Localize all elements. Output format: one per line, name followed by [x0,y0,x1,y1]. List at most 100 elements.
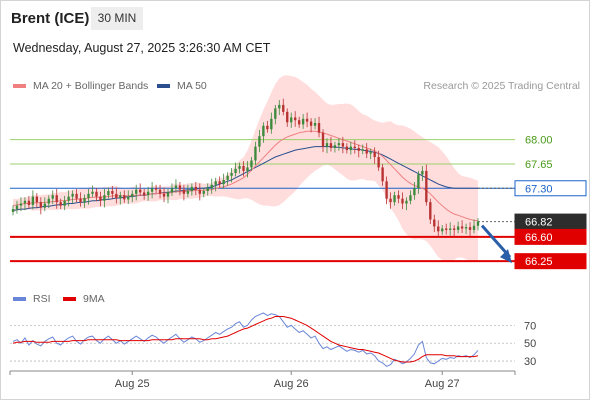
candle-body [186,191,190,194]
x-tick-label: Aug 27 [425,378,460,390]
candle-body [190,186,194,192]
candle-body [202,191,205,194]
candle-body [214,181,217,185]
candle-body [123,195,126,200]
candle-body [401,198,404,204]
candle-body [405,200,408,204]
candle-body [468,227,472,230]
candle-body [226,175,229,180]
instrument-title: Brent (ICE) [11,10,90,27]
candle-body [417,174,420,189]
candle-body [115,193,118,198]
candle-body [23,200,27,204]
candle-body [309,121,313,126]
candle-body [119,195,122,198]
candle-body [158,189,162,194]
candle-body [103,195,106,201]
candle-body [111,191,114,194]
candle-body [321,132,325,147]
candle-body [95,191,98,197]
candle-body [389,198,392,203]
candle-body [413,188,416,196]
candle-body [15,205,19,210]
ma20-line [12,130,479,222]
level-66-82-label: 66.82 [525,217,553,229]
candle-body [293,117,297,121]
ma20-swatch [13,84,26,88]
candle-body [460,226,464,229]
candle-body [357,147,360,151]
candle-body [341,143,345,147]
candle-body [333,145,337,148]
timeframe-button[interactable]: 30 MIN [91,7,143,30]
candle-body [433,219,436,227]
level-66-60-tag [514,228,587,245]
candle-body [146,191,150,196]
candle-body [262,125,265,137]
candle-body [429,202,432,220]
candle-body [107,191,110,196]
rsi-tick-70: 70 [524,320,536,332]
legend-rsi: RSI [13,293,51,305]
candle-body [67,196,70,201]
candle-body [31,196,35,205]
candle-body [464,227,468,229]
candle-body [301,118,305,125]
level-67-30-label: 67.30 [525,183,553,195]
candle-body [222,179,225,185]
candle-body [238,166,241,169]
candle-body [250,160,253,168]
candle-body [397,195,400,199]
candle-body [83,197,86,203]
candle-body [206,188,209,192]
candle-body [75,193,78,199]
candle-body [234,168,237,173]
candle-body [381,167,384,182]
rsi-swatch [13,297,26,301]
candle-body [361,149,364,151]
legend-rsi-ma-label: 9MA [83,293,105,305]
candle-body [365,149,368,154]
candle-body [135,189,138,194]
candle-body [131,193,134,197]
candle-body [51,195,54,199]
candle-body [373,152,376,158]
candle-body [385,181,388,199]
candle-body [278,104,281,109]
candle-body [39,202,43,208]
candle-body [166,192,170,197]
legend-ma20: MA 20 + Bollinger Bands [13,80,148,92]
level-68-00-label: 68.00 [525,135,553,147]
rsi-ma-line [12,316,479,363]
legend-ma20-label: MA 20 + Bollinger Bands [33,80,149,92]
candle-body [472,225,476,230]
candle-body [409,195,412,201]
candle-body [345,146,349,151]
candle-body [337,143,341,146]
candle-body [19,203,23,206]
candle-body [349,146,353,151]
candle-body [91,191,94,194]
ma50-line [12,146,478,211]
candle-body [305,118,309,122]
candle-body [198,189,201,194]
legend-ma50: MA 50 [157,80,207,92]
candle-body [27,200,31,205]
level-66-25-label: 66.25 [525,256,553,268]
candle-body [59,202,62,206]
candle-body [178,185,182,190]
candle-body [55,195,58,203]
candle-body [194,186,198,190]
level-66-25-tag [514,253,587,270]
ma50-swatch [157,84,170,88]
candle-body [71,193,74,197]
candle-body [421,170,424,175]
candle-body [282,104,285,112]
candle-body [170,188,174,193]
candle-body [441,228,444,232]
rsi-tick-30: 30 [524,356,536,368]
legend-ma50-label: MA 50 [177,80,207,92]
candle-body [393,195,396,203]
candle-body [138,189,142,193]
